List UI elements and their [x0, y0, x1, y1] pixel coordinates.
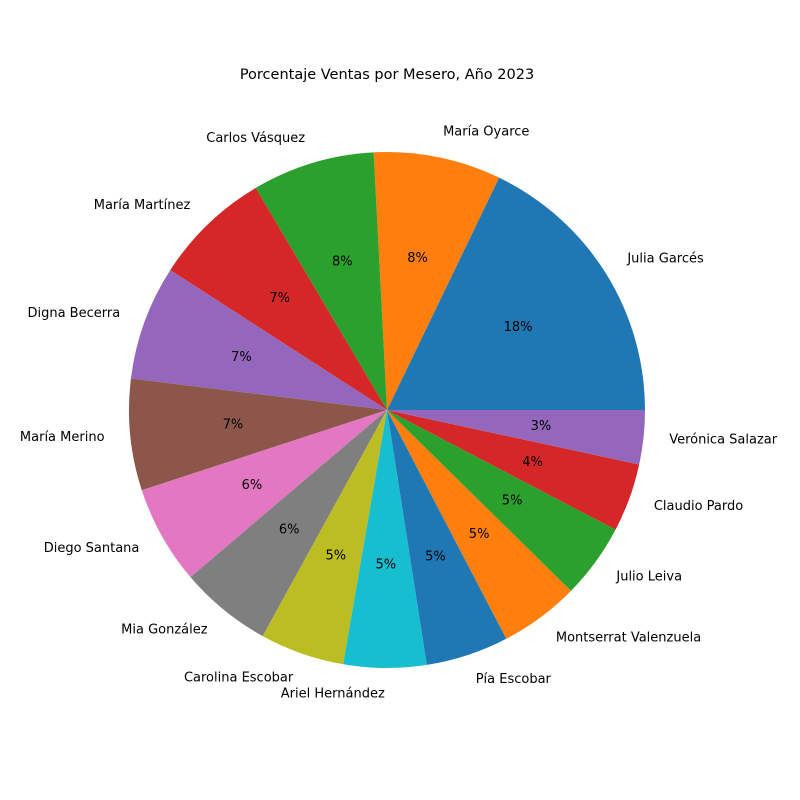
slice-label-montserrat-valenzuela: Montserrat Valenzuela — [556, 631, 701, 646]
pct-label-carlos-vasquez: 8% — [332, 254, 353, 269]
slice-label-carlos-vasquez: Carlos Vásquez — [206, 131, 305, 146]
pct-label-claudio-pardo: 4% — [522, 455, 543, 470]
slice-label-carolina-escobar: Carolina Escobar — [184, 670, 294, 685]
slice-label-maria-martinez: María Martínez — [94, 198, 191, 213]
pct-label-julio-leiva: 5% — [502, 494, 523, 509]
pie-slice-carolina-escobar — [262, 410, 387, 665]
pct-label-pia-escobar: 5% — [425, 550, 446, 565]
pct-label-veronica-salazar: 3% — [531, 419, 552, 434]
pie-slice-carlos-vasquez — [255, 152, 387, 410]
slice-label-maria-oyarce: María Oyarce — [443, 124, 529, 139]
pie-slice-ariel-hernandez — [343, 410, 427, 668]
slice-label-julia-garces: Julia Garcés — [626, 252, 704, 267]
slice-label-diego-santana: Diego Santana — [44, 541, 140, 556]
pct-label-julia-garces: 18% — [504, 320, 533, 335]
pie-slice-pia-escobar — [387, 410, 507, 665]
pct-label-maria-merino: 7% — [223, 418, 244, 433]
pct-label-ariel-hernandez: 5% — [375, 557, 396, 572]
pie-slice-julia-garces — [387, 177, 645, 410]
pie-slice-maria-martinez — [170, 187, 387, 410]
pct-label-carolina-escobar: 5% — [326, 549, 347, 564]
slice-label-claudio-pardo: Claudio Pardo — [654, 499, 743, 514]
pie-slice-julio-leiva — [387, 410, 616, 591]
pie-labels: Julia Garcés 18% María Oyarce 8% Carlos Vásq… — [20, 124, 778, 701]
slice-label-julio-leiva: Julio Leiva — [615, 570, 682, 585]
pct-label-digna-becerra: 7% — [231, 350, 252, 365]
slice-label-maria-merino: María Merino — [20, 430, 105, 445]
pie-slice-montserrat-valenzuela — [387, 410, 571, 639]
slice-label-ariel-hernandez: Ariel Hernández — [281, 686, 385, 701]
slice-label-digna-becerra: Digna Becerra — [27, 306, 120, 321]
pie-slice-digna-becerra — [130, 270, 387, 410]
pie-slices — [129, 152, 645, 668]
slice-label-veronica-salazar: Verónica Salazar — [669, 433, 778, 448]
pie-slice-mia-gonzalez — [190, 410, 387, 637]
slice-label-mia-gonzalez: Mia González — [121, 622, 208, 637]
pct-label-maria-oyarce: 8% — [407, 251, 428, 266]
pie-slice-maria-merino — [129, 378, 387, 491]
chart-title: Porcentaje Ventas por Mesero, Año 2023 — [240, 67, 534, 83]
slice-label-pia-escobar: Pía Escobar — [476, 672, 552, 687]
pie-slice-diego-santana — [141, 410, 387, 578]
pct-label-maria-martinez: 7% — [269, 291, 290, 306]
pie-slice-maria-oyarce — [373, 152, 500, 411]
pct-label-diego-santana: 6% — [242, 478, 263, 493]
pie-slice-claudio-pardo — [387, 410, 640, 530]
pct-label-montserrat-valenzuela: 5% — [469, 527, 490, 542]
pie-slice-veronica-salazar — [387, 410, 645, 465]
pct-label-mia-gonzalez: 6% — [279, 522, 300, 537]
